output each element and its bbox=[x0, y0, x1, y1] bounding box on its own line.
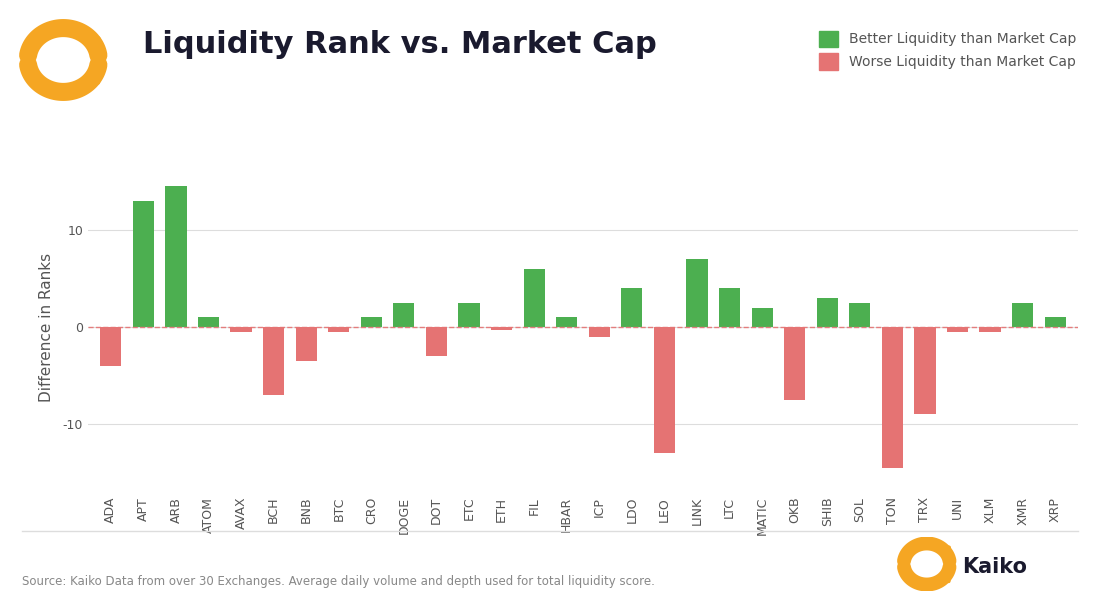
Bar bbox=[653, 327, 675, 453]
Bar bbox=[557, 317, 578, 327]
Bar bbox=[459, 303, 480, 327]
Bar bbox=[719, 288, 740, 327]
Bar bbox=[588, 327, 609, 337]
Bar bbox=[849, 303, 870, 327]
Bar bbox=[198, 317, 219, 327]
Bar bbox=[165, 186, 187, 327]
Bar bbox=[621, 288, 642, 327]
Bar bbox=[394, 303, 415, 327]
Bar bbox=[361, 317, 382, 327]
Bar bbox=[914, 327, 935, 415]
Legend: Better Liquidity than Market Cap, Worse Liquidity than Market Cap: Better Liquidity than Market Cap, Worse … bbox=[813, 25, 1082, 75]
Bar bbox=[784, 327, 805, 400]
Bar bbox=[524, 269, 544, 327]
Bar bbox=[816, 298, 838, 327]
Bar bbox=[979, 327, 1001, 332]
Bar bbox=[751, 308, 772, 327]
Bar bbox=[328, 327, 350, 332]
Bar bbox=[263, 327, 284, 395]
Bar bbox=[882, 327, 903, 468]
Bar bbox=[100, 327, 121, 366]
Bar bbox=[296, 327, 317, 361]
Bar bbox=[426, 327, 447, 356]
Bar bbox=[686, 259, 707, 327]
Bar bbox=[231, 327, 252, 332]
Y-axis label: Difference in Ranks: Difference in Ranks bbox=[40, 253, 54, 401]
Bar bbox=[133, 201, 154, 327]
Text: Liquidity Rank vs. Market Cap: Liquidity Rank vs. Market Cap bbox=[143, 30, 657, 59]
Bar bbox=[491, 327, 513, 330]
Text: Kaiko: Kaiko bbox=[962, 557, 1027, 577]
Bar bbox=[947, 327, 968, 332]
Text: Source: Kaiko Data from over 30 Exchanges. Average daily volume and depth used f: Source: Kaiko Data from over 30 Exchange… bbox=[22, 575, 654, 588]
Bar bbox=[1012, 303, 1033, 327]
Bar bbox=[1045, 317, 1066, 327]
